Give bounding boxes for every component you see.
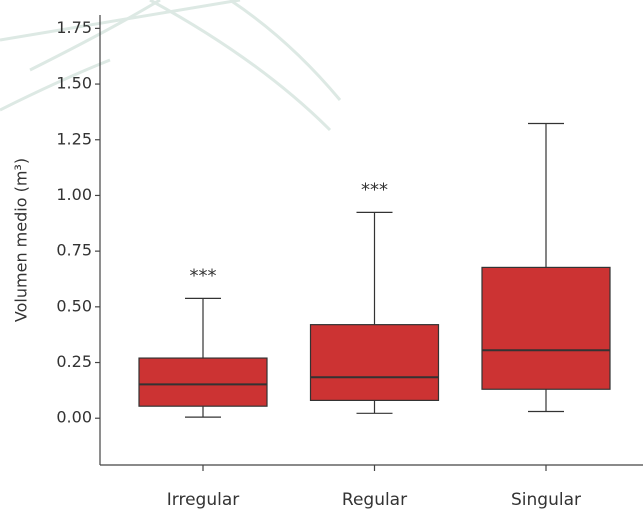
x-tick-label: Singular: [511, 490, 581, 510]
y-tick-label: 1.00: [56, 185, 92, 204]
x-tick-label: Regular: [342, 490, 407, 510]
significance-label: ***: [190, 265, 217, 286]
box: [481, 266, 611, 390]
y-tick-label: 1.50: [56, 74, 92, 93]
y-tick-label: 1.75: [56, 18, 92, 37]
leaf: [0, 58, 111, 112]
y-tick-label: 0.50: [56, 296, 92, 315]
box: [138, 357, 268, 407]
significance-label: ***: [361, 179, 388, 200]
y-tick-label: 0.00: [56, 408, 92, 427]
background-leaves: [0, 0, 342, 132]
leaf: [29, 0, 161, 72]
y-tick-label: 0.75: [56, 241, 92, 260]
y-tick-label: 1.25: [56, 129, 92, 148]
leaf: [229, 0, 342, 101]
y-tick-label: 0.25: [56, 352, 92, 371]
x-tick-label: Irregular: [167, 490, 239, 510]
box: [309, 324, 440, 401]
y-axis-label: Volumen medio (m³): [12, 158, 31, 322]
leaf: [149, 0, 332, 132]
leaf: [0, 0, 241, 42]
